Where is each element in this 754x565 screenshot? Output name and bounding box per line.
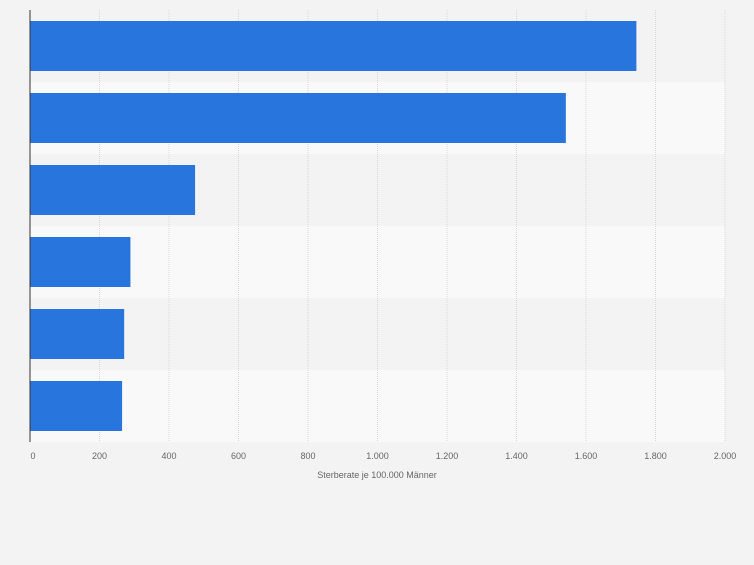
x-tick-label: 0 — [30, 451, 35, 461]
bar[interactable] — [30, 165, 196, 215]
gridlines — [99, 10, 726, 442]
bar[interactable] — [30, 93, 566, 143]
x-tick-label: 800 — [300, 451, 315, 461]
bar[interactable] — [30, 237, 131, 287]
x-axis-label: Sterberate je 100.000 Männer — [317, 470, 437, 480]
x-tick-label: 400 — [161, 451, 176, 461]
x-tick-label: 1.800 — [644, 451, 667, 461]
bar[interactable] — [30, 309, 125, 359]
x-tick-label: 200 — [92, 451, 107, 461]
bar[interactable] — [30, 381, 123, 431]
bar[interactable] — [30, 21, 637, 71]
x-tick-label: 600 — [231, 451, 246, 461]
x-axis-tick-labels: 0 200 400 600 800 1.000 1.200 1.400 1.600 1.800 2.… — [30, 451, 736, 461]
x-tick-label: 1.000 — [366, 451, 389, 461]
x-tick-label: 1.200 — [436, 451, 459, 461]
x-tick-label: 2.000 — [714, 451, 737, 461]
x-tick-label: 1.600 — [575, 451, 598, 461]
x-tick-label: 1.400 — [505, 451, 528, 461]
bars — [30, 21, 637, 431]
